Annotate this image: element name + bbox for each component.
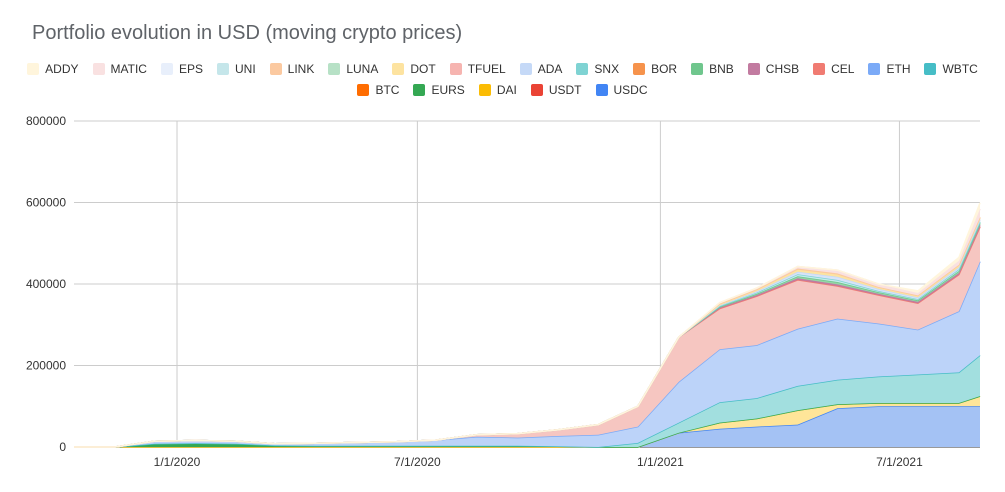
chart-legend: ADDY MATIC EPS UNI LINK LUNA DOT TFUEL ADA SNX BOR… [20, 62, 985, 97]
legend-swatch [576, 63, 589, 75]
legend-swatch [449, 63, 462, 75]
legend-item-dot: DOT [392, 62, 436, 76]
legend-label: BTC [375, 83, 400, 97]
legend-item-dai: DAI [478, 83, 517, 97]
legend-item-link: LINK [269, 62, 315, 76]
legend-swatch [328, 63, 341, 75]
area-wbtc [74, 355, 980, 447]
legend-label: DOT [410, 62, 436, 76]
legend-swatch [478, 84, 491, 96]
legend-label: CHSB [765, 62, 800, 76]
area-eth [74, 261, 980, 447]
legend-item-tfuel: TFUEL [449, 62, 506, 76]
legend-item-usdc: USDC [595, 83, 648, 97]
legend-label: BOR [651, 62, 678, 76]
legend-label: TFUEL [467, 62, 506, 76]
y-tick-label: 400000 [26, 277, 66, 291]
legend-swatch [92, 63, 105, 75]
legend-swatch [519, 63, 532, 75]
legend-label: DAI [496, 83, 517, 97]
legend-item-eps: EPS [160, 62, 203, 76]
stacked-areas [74, 202, 981, 448]
legend-label: MATIC [110, 62, 147, 76]
legend-label: LINK [287, 62, 315, 76]
legend-item-bnb: BNB [691, 62, 734, 76]
legend-swatch [413, 84, 426, 96]
series-addy [74, 202, 981, 448]
legend-swatch [633, 63, 646, 75]
legend-label: UNI [234, 62, 256, 76]
legend-swatch [392, 63, 405, 75]
x-tick-label: 1/1/2020 [154, 455, 201, 469]
legend-item-chsb: CHSB [747, 62, 800, 76]
legend-swatch [868, 63, 881, 75]
x-tick-label: 7/1/2020 [394, 455, 441, 469]
y-tick-label: 800000 [26, 114, 66, 128]
legend-swatch [813, 63, 826, 75]
legend-label: ADA [537, 62, 563, 76]
legend-label: EPS [178, 62, 203, 76]
legend-swatch [160, 63, 173, 75]
y-tick-label: 200000 [26, 359, 66, 373]
legend-item-ada: ADA [519, 62, 563, 76]
legend-swatch [357, 84, 370, 96]
legend-label: BNB [709, 62, 734, 76]
legend-label: WBTC [942, 62, 978, 76]
legend-item-addy: ADDY [27, 62, 79, 76]
y-tick-label: 0 [59, 440, 66, 454]
legend-label: ADDY [45, 62, 79, 76]
legend-label: ETH [886, 62, 911, 76]
line-addy [74, 202, 981, 448]
legend-label: USDT [548, 83, 582, 97]
x-tick-label: 1/1/2021 [637, 455, 684, 469]
legend-item-btc: BTC [357, 83, 399, 97]
legend-label: SNX [594, 62, 620, 76]
legend-swatch [530, 84, 543, 96]
legend-label: CEL [831, 62, 855, 76]
legend-swatch [595, 84, 608, 96]
legend-label: EURS [431, 83, 465, 97]
legend-item-eurs: EURS [413, 83, 465, 97]
chart-title: Portfolio evolution in USD (moving crypt… [32, 22, 463, 44]
legend-item-matic: MATIC [92, 62, 147, 76]
area-usdc [74, 406, 980, 447]
area-dai [74, 396, 980, 447]
legend-label: USDC [613, 83, 648, 97]
legend-swatch [269, 63, 282, 75]
legend-item-eth: ETH [868, 62, 910, 76]
legend-swatch [27, 63, 40, 75]
legend-swatch [691, 63, 704, 75]
legend-item-cel: CEL [813, 62, 854, 76]
legend-item-luna: LUNA [328, 62, 378, 76]
legend-item-snx: SNX [576, 62, 619, 76]
x-tick-label: 7/1/2021 [876, 455, 923, 469]
legend-item-uni: UNI [216, 62, 256, 76]
axes: 0 200000 400000 600000 800000 1/1/2020 7/1/202… [26, 114, 923, 469]
y-tick-label: 600000 [26, 196, 66, 210]
legend-swatch [924, 63, 937, 75]
legend-item-usdt: USDT [530, 83, 582, 97]
legend-swatch [216, 63, 229, 75]
legend-item-wbtc: WBTC [924, 62, 978, 76]
legend-label: LUNA [346, 62, 379, 76]
legend-item-bor: BOR [633, 62, 677, 76]
legend-swatch [747, 63, 760, 75]
